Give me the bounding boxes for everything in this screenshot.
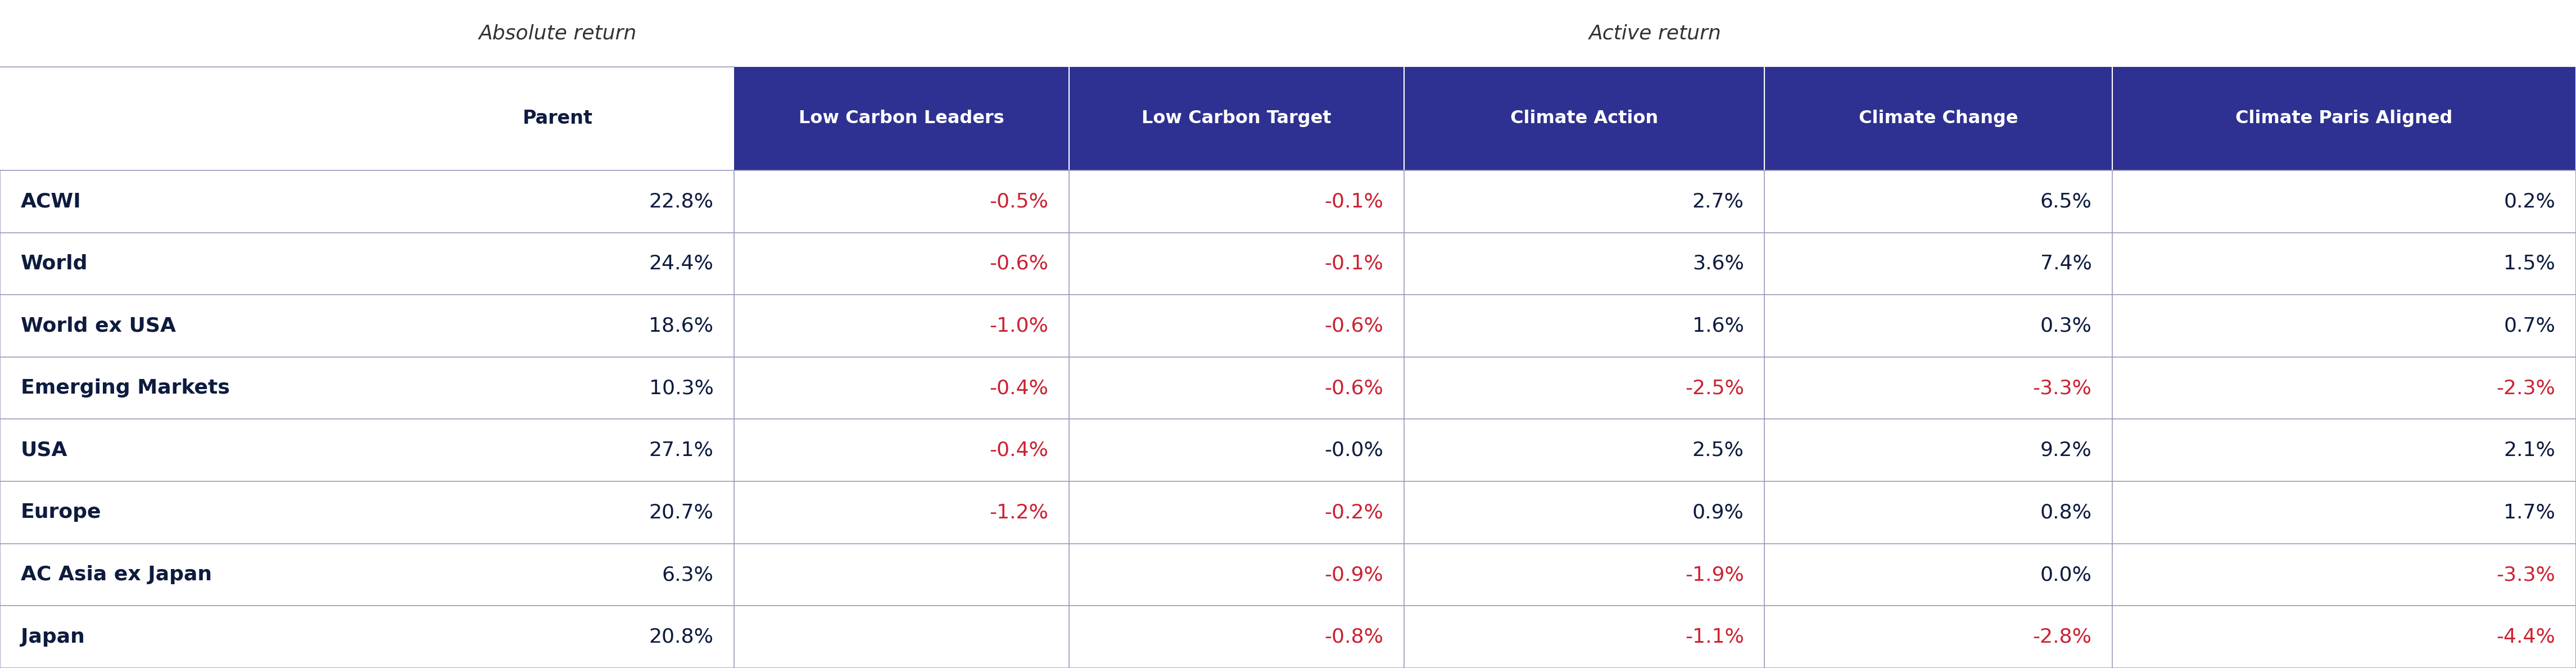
Text: 3.6%: 3.6% xyxy=(1692,254,1744,273)
Text: 1.6%: 1.6% xyxy=(1692,317,1744,335)
Text: -0.5%: -0.5% xyxy=(989,192,1048,211)
Text: Emerging Markets: Emerging Markets xyxy=(21,379,229,397)
Text: 20.8%: 20.8% xyxy=(649,627,714,647)
Text: 27.1%: 27.1% xyxy=(649,441,714,460)
Text: 0.2%: 0.2% xyxy=(2504,192,2555,211)
Bar xyxy=(0,420,2576,482)
Text: -1.1%: -1.1% xyxy=(1685,627,1744,647)
Text: 1.7%: 1.7% xyxy=(2504,503,2555,522)
Text: 6.5%: 6.5% xyxy=(2040,192,2092,211)
Text: -2.3%: -2.3% xyxy=(2496,379,2555,397)
Text: -4.4%: -4.4% xyxy=(2496,627,2555,647)
Bar xyxy=(0,606,2576,668)
Text: -0.0%: -0.0% xyxy=(1324,441,1383,460)
Text: Climate Action: Climate Action xyxy=(1510,110,1659,128)
Text: 10.3%: 10.3% xyxy=(649,379,714,397)
Text: Absolute return: Absolute return xyxy=(479,24,636,43)
Bar xyxy=(0,295,2576,357)
Text: 0.3%: 0.3% xyxy=(2040,317,2092,335)
Text: 9.2%: 9.2% xyxy=(2040,441,2092,460)
Text: 2.7%: 2.7% xyxy=(1692,192,1744,211)
Text: Low Carbon Leaders: Low Carbon Leaders xyxy=(799,110,1005,128)
Text: -3.3%: -3.3% xyxy=(2032,379,2092,397)
Text: -0.4%: -0.4% xyxy=(989,379,1048,397)
Bar xyxy=(0,170,2576,232)
Text: AC Asia ex Japan: AC Asia ex Japan xyxy=(21,565,211,584)
Text: 2.5%: 2.5% xyxy=(1692,441,1744,460)
Text: -1.2%: -1.2% xyxy=(989,503,1048,522)
Text: 7.4%: 7.4% xyxy=(2040,254,2092,273)
Text: -0.4%: -0.4% xyxy=(989,441,1048,460)
Text: Japan: Japan xyxy=(21,627,85,647)
Text: Parent: Parent xyxy=(523,110,592,128)
Bar xyxy=(0,232,2576,295)
Text: Europe: Europe xyxy=(21,503,100,522)
Text: -2.5%: -2.5% xyxy=(1685,379,1744,397)
Text: -0.1%: -0.1% xyxy=(1324,192,1383,211)
Text: -2.8%: -2.8% xyxy=(2032,627,2092,647)
Text: 0.8%: 0.8% xyxy=(2040,503,2092,522)
Text: -0.6%: -0.6% xyxy=(1324,379,1383,397)
Text: Climate Paris Aligned: Climate Paris Aligned xyxy=(2236,110,2452,128)
Text: 0.7%: 0.7% xyxy=(2504,317,2555,335)
Text: -0.1%: -0.1% xyxy=(1324,254,1383,273)
Text: World ex USA: World ex USA xyxy=(21,317,175,335)
Text: -1.9%: -1.9% xyxy=(1685,565,1744,584)
Text: 2.1%: 2.1% xyxy=(2504,441,2555,460)
Text: Climate Change: Climate Change xyxy=(1860,110,2017,128)
Text: -0.2%: -0.2% xyxy=(1324,503,1383,522)
Text: 22.8%: 22.8% xyxy=(649,192,714,211)
Text: -0.6%: -0.6% xyxy=(1324,317,1383,335)
Text: -3.3%: -3.3% xyxy=(2496,565,2555,584)
Text: -1.0%: -1.0% xyxy=(989,317,1048,335)
Text: 20.7%: 20.7% xyxy=(649,503,714,522)
Text: 1.5%: 1.5% xyxy=(2504,254,2555,273)
Text: -0.6%: -0.6% xyxy=(989,254,1048,273)
Bar xyxy=(0,544,2576,606)
Text: USA: USA xyxy=(21,441,67,460)
Text: 18.6%: 18.6% xyxy=(649,317,714,335)
Text: Low Carbon Target: Low Carbon Target xyxy=(1141,110,1332,128)
Text: 0.9%: 0.9% xyxy=(1692,503,1744,522)
Text: ACWI: ACWI xyxy=(21,192,82,211)
Bar xyxy=(0,482,2576,544)
Bar xyxy=(0,357,2576,420)
Text: 0.0%: 0.0% xyxy=(2040,565,2092,584)
Text: -0.8%: -0.8% xyxy=(1324,627,1383,647)
Text: -0.9%: -0.9% xyxy=(1324,565,1383,584)
Text: World: World xyxy=(21,254,88,273)
Text: Active return: Active return xyxy=(1589,24,1721,43)
Text: 6.3%: 6.3% xyxy=(662,565,714,584)
Text: 24.4%: 24.4% xyxy=(649,254,714,273)
